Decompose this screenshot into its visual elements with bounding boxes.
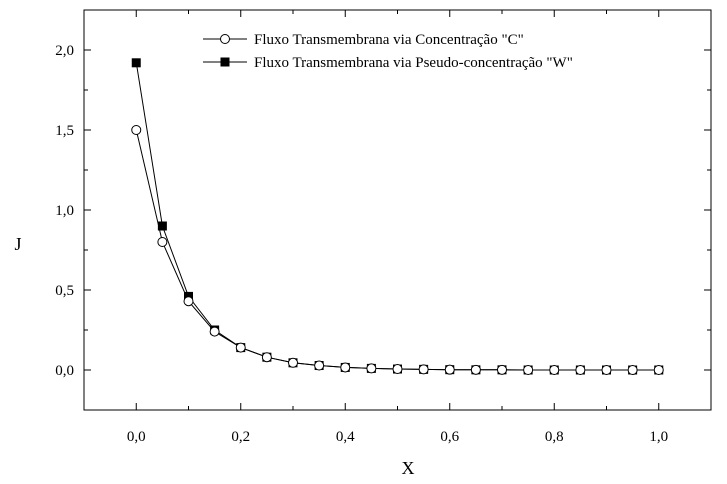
data-point-circle <box>549 365 560 375</box>
legend: Fluxo Transmembrana via Concentração "C"… <box>203 32 573 71</box>
data-point-circle <box>340 362 351 373</box>
data-point-circle <box>497 364 507 375</box>
x-tick-label: 0,2 <box>231 429 250 445</box>
x-tick-label: 0,4 <box>336 429 355 445</box>
series-markers <box>131 58 664 375</box>
data-point-circle <box>392 364 403 375</box>
series-line <box>135 62 659 371</box>
data-point-circle <box>418 364 429 375</box>
data-point-circle <box>627 365 638 375</box>
data-point-circle <box>183 296 194 307</box>
y-tick-label: 0,0 <box>55 363 74 379</box>
data-point-circle <box>131 125 142 135</box>
data-point-circle <box>470 364 481 375</box>
data-point-square <box>131 58 141 68</box>
data-point-circle <box>157 237 168 247</box>
x-tick-label: 1,0 <box>649 429 668 445</box>
x-tick-label: 0,6 <box>440 429 459 445</box>
y-tick-label: 0,5 <box>55 283 74 299</box>
legend-label: Fluxo Transmembrana via Concentração "C" <box>254 32 524 48</box>
y-tick-label: 1,0 <box>55 203 74 219</box>
data-point-square <box>157 221 167 231</box>
data-point-circle <box>523 365 534 375</box>
data-point-circle <box>261 352 272 363</box>
data-point-circle <box>314 360 325 371</box>
data-point-circle <box>209 326 220 337</box>
data-point-circle <box>235 342 246 353</box>
data-point-circle <box>575 365 586 375</box>
data-point-circle <box>220 34 230 44</box>
data-point-circle <box>366 363 377 374</box>
data-point-circle <box>601 365 612 375</box>
data-point-square <box>220 57 230 67</box>
data-point-circle <box>288 357 298 368</box>
legend-label: Fluxo Transmembrana via Pseudo-concentra… <box>254 55 573 71</box>
x-axis-title: X <box>402 458 415 478</box>
data-point-circle <box>653 365 664 375</box>
x-tick-label: 0,8 <box>545 429 564 445</box>
axis-ticks <box>83 9 712 411</box>
tick-labels: 0,0 0,2 0,4 0,6 0,8 1,0 0,0 0,5 1,0 1,5 2,0 <box>55 43 668 445</box>
y-axis-title: J <box>14 234 21 254</box>
y-tick-label: 2,0 <box>55 43 74 59</box>
series-lines <box>135 62 659 371</box>
x-tick-label: 0,0 <box>127 429 146 445</box>
data-point-circle <box>444 364 455 375</box>
y-tick-label: 1,5 <box>55 123 74 139</box>
